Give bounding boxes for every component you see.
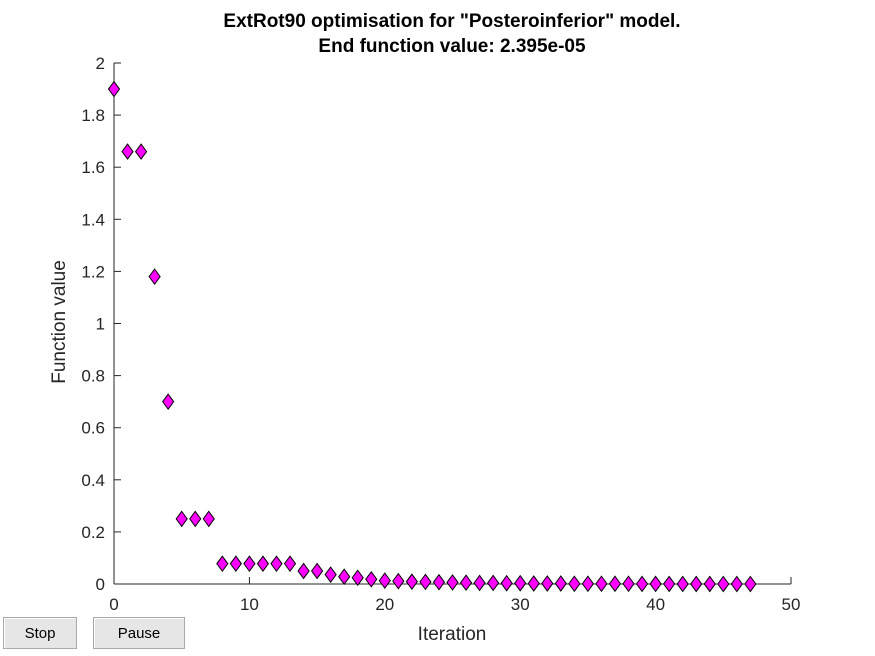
x-tick-label: 50 [782, 595, 801, 614]
data-point-marker [419, 573, 432, 591]
y-tick-label: 0.2 [81, 523, 105, 542]
data-point-marker [405, 573, 419, 591]
data-point-marker [338, 568, 351, 586]
data-point-marker [527, 575, 540, 592]
y-tick-label: 1.2 [81, 262, 105, 281]
data-point-marker [256, 555, 270, 573]
y-tick-label: 1.6 [81, 158, 105, 177]
data-point-marker [608, 575, 622, 593]
data-point-marker [392, 572, 405, 590]
tick-marks: 0 10 20 30 40 50 0 0.2 0.4 0.6 0.8 1 1.2 1.4 1.6 1.8 2 [81, 54, 800, 614]
data-point-marker [703, 575, 716, 593]
data-point-marker [595, 575, 608, 593]
data-point-marker [175, 510, 188, 528]
data-point-marker [297, 562, 310, 580]
data-point-marker [148, 268, 161, 285]
y-axis-label: Function value [49, 260, 70, 384]
y-tick-label: 1.4 [81, 210, 105, 229]
data-point-marker [635, 575, 649, 593]
data-point-marker [162, 393, 175, 410]
y-tick-label: 1 [96, 315, 105, 334]
x-tick-label: 20 [375, 595, 394, 614]
data-point-marker [365, 570, 378, 588]
data-point-marker [541, 575, 554, 592]
chart-title: ExtRot90 optimisation for "Posteroinferi… [223, 11, 680, 32]
y-tick-label: 2 [96, 54, 105, 73]
data-point-marker [568, 575, 581, 593]
y-tick-label: 0.4 [81, 471, 105, 490]
x-tick-label: 10 [240, 595, 259, 614]
stop-button[interactable]: Stop [3, 617, 77, 649]
data-point-marker [324, 566, 337, 583]
data-point-marker [202, 510, 215, 528]
data-point-marker [581, 575, 595, 593]
data-point-marker [459, 574, 473, 592]
data-point-marker [514, 574, 527, 592]
data-point-marker [473, 574, 486, 592]
data-points [107, 80, 757, 593]
x-axis-label: Iteration [418, 624, 487, 645]
x-tick-label: 40 [646, 595, 665, 614]
data-point-marker [270, 555, 283, 573]
data-point-marker [649, 575, 662, 593]
data-point-marker [310, 562, 324, 580]
data-point-marker [446, 574, 459, 591]
y-tick-label: 0.6 [81, 419, 105, 438]
data-point-marker [690, 575, 703, 593]
data-point-marker [121, 143, 134, 160]
axes [113, 63, 791, 585]
x-tick-label: 30 [511, 595, 530, 614]
data-point-marker [663, 575, 676, 593]
data-point-marker [229, 555, 242, 573]
data-point-marker [622, 575, 635, 593]
chart-subtitle: End function value: 2.395e-05 [318, 36, 586, 57]
y-tick-label: 0.8 [81, 367, 105, 386]
data-point-marker [432, 573, 446, 591]
data-point-marker [134, 143, 148, 160]
y-tick-label: 1.8 [81, 106, 105, 125]
data-point-marker [243, 555, 256, 573]
data-point-marker [676, 575, 689, 593]
data-point-marker [351, 569, 364, 587]
data-point-marker [744, 575, 757, 593]
data-point-marker [554, 575, 567, 592]
data-point-marker [717, 575, 730, 593]
data-point-marker [216, 555, 229, 573]
data-point-marker [500, 574, 513, 592]
data-point-marker [189, 510, 202, 528]
data-point-marker [378, 572, 391, 589]
data-point-marker [730, 575, 743, 593]
pause-button[interactable]: Pause [93, 617, 185, 649]
data-point-marker [486, 574, 500, 592]
x-tick-label: 0 [109, 595, 118, 614]
y-tick-label: 0 [96, 575, 105, 594]
data-point-marker [283, 555, 297, 573]
data-point-marker [107, 80, 121, 98]
